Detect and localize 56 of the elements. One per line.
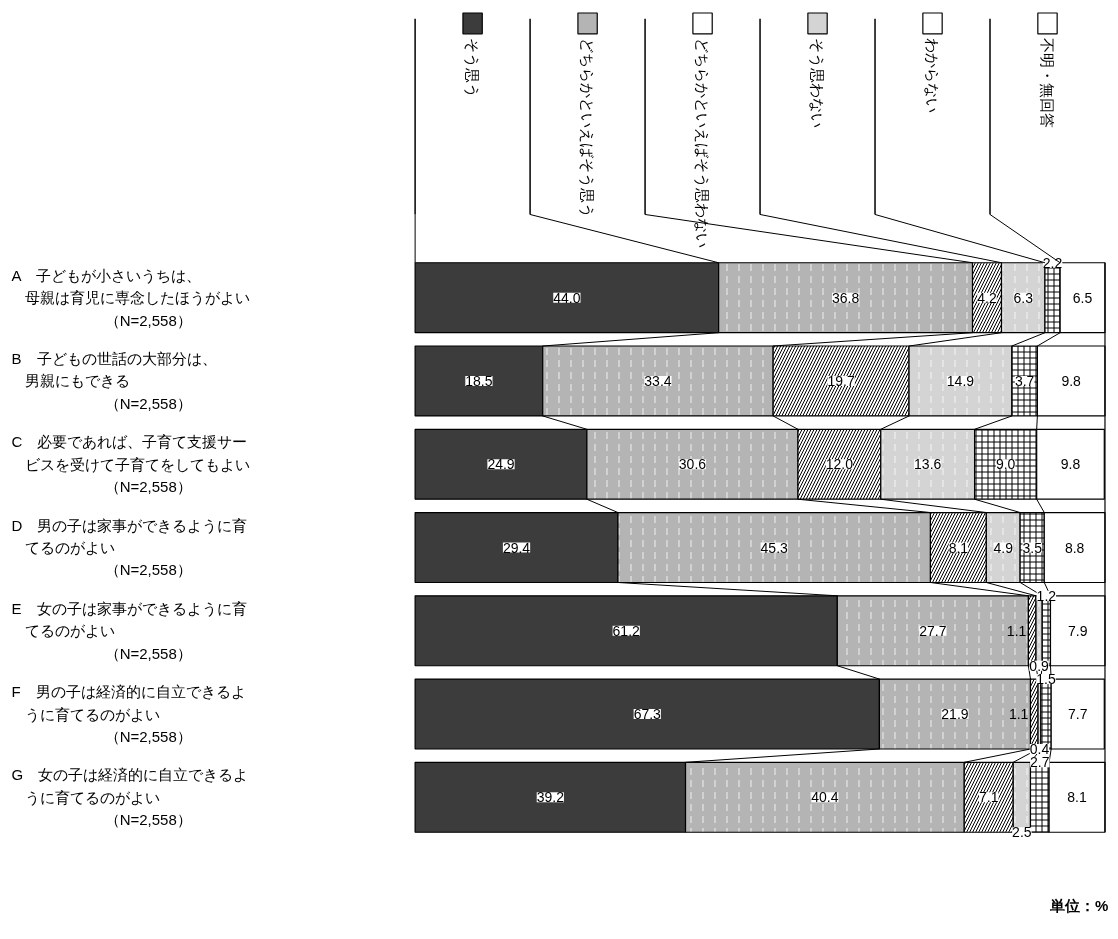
legend-label: どちらかといえばそう思う	[579, 37, 597, 218]
data-label: 19.7	[827, 372, 855, 389]
data-label: 44.0	[553, 289, 581, 306]
data-label: 3.7	[1014, 372, 1035, 389]
y-tick-label: G 女の子は経済的に自立できるように育てるのがよい（N=2,558）	[11, 766, 249, 829]
text: 単位：%	[1049, 897, 1109, 915]
data-label: 0.4	[1029, 741, 1050, 757]
y-tick-label: A 子どもが小さいうちは、母親は育児に専念したほうがよい（N=2,558）	[11, 266, 251, 329]
data-label: 24.9	[487, 456, 515, 473]
data-label: 2.7	[1030, 754, 1050, 771]
data-label: 67.3	[633, 706, 662, 723]
y-tick-label: F 男の子は経済的に自立できるように育てるのがよい（N=2,558）	[11, 683, 246, 746]
data-label: 6.3	[1013, 289, 1034, 306]
data-label: 36.8	[831, 289, 860, 306]
data-label: 40.4	[811, 789, 839, 806]
data-label: 45.3	[760, 539, 789, 556]
data-label: 1.2	[1036, 587, 1057, 604]
data-label: 61.2	[612, 622, 641, 639]
data-label: 4.9	[993, 539, 1014, 556]
data-label: 2.2	[1042, 254, 1063, 271]
data-label: 1.1	[1008, 706, 1029, 723]
legend-label: そう思う	[464, 37, 482, 98]
legend-label: そう思わない	[809, 37, 827, 128]
y-tick-label: E 女の子は家事ができるように育てるのがよい（N=2,558）	[11, 599, 247, 662]
data-label: 39.2	[536, 789, 565, 806]
data-label: 8.8	[1064, 539, 1085, 556]
data-label: 7.1	[979, 789, 999, 806]
data-label: 9.8	[1060, 456, 1081, 473]
data-label: 9.0	[995, 456, 1016, 473]
data-label: 3.5	[1022, 539, 1043, 556]
data-label: 18.5	[465, 372, 493, 389]
data-label: 1.5	[1036, 671, 1056, 688]
data-label: 33.4	[644, 372, 672, 389]
data-label: 4.2	[977, 289, 997, 306]
data-label: 2.5	[1012, 824, 1032, 841]
data-label: 30.6	[678, 456, 707, 473]
data-label: 29.4	[502, 539, 531, 556]
data-label: 13.6	[914, 456, 942, 473]
y-tick-label: D 男の子は家事ができるように育てるのがよい（N=2,558）	[11, 516, 248, 579]
data-label: 14.9	[946, 372, 975, 389]
legend-label: 不明・無回答	[1038, 37, 1056, 128]
data-label: 8.1	[1067, 789, 1087, 806]
data-label: 8.1	[948, 539, 969, 556]
data-label: 21.9	[941, 706, 969, 723]
data-label: 6.5	[1072, 289, 1093, 306]
y-tick-label: C 必要であれば、子育て支援サービスを受けて子育てをしてもよい（N=2,558）	[11, 433, 251, 496]
legend-label: わからない	[924, 37, 942, 113]
data-label: 9.8	[1061, 372, 1082, 389]
data-label: 1.1	[1006, 622, 1027, 639]
data-label: 7.7	[1068, 706, 1088, 723]
legend-label: どちらかといえばそう思わない	[694, 37, 712, 248]
data-label: 0.9	[1029, 657, 1050, 674]
data-label: 7.9	[1068, 622, 1088, 639]
data-label: 12.0	[825, 456, 854, 473]
data-label: 27.7	[919, 622, 947, 639]
y-tick-label: B 子どもの世話の大部分は、男親にもできる（N=2,558）	[11, 350, 217, 412]
